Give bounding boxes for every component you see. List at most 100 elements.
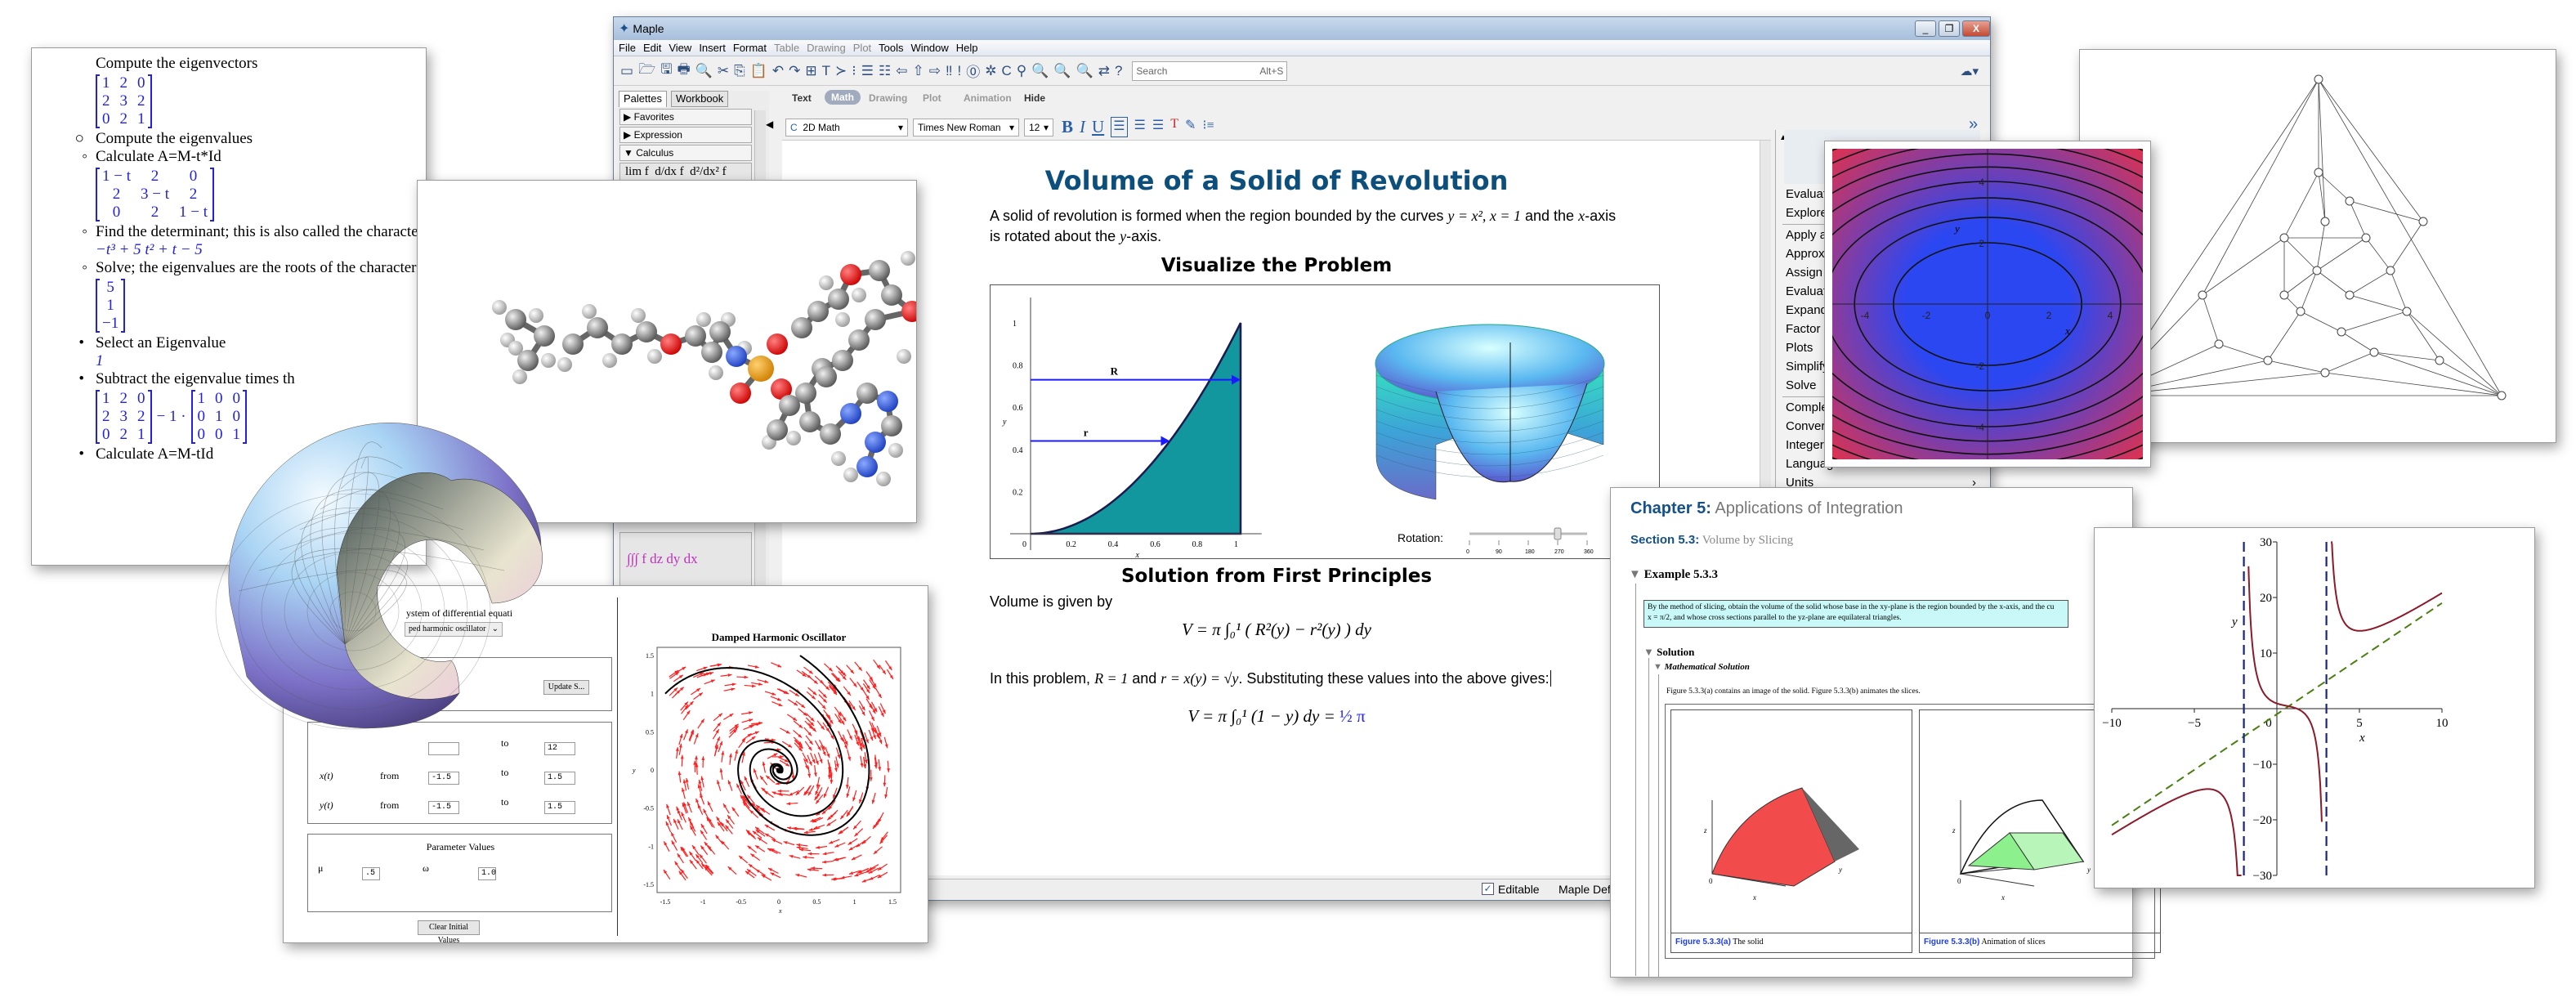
print-icon[interactable]: 🖶 — [677, 61, 691, 77]
highlight-icon[interactable]: ✎ — [1185, 119, 1196, 132]
debug-icon[interactable]: ✲ — [985, 62, 997, 78]
forward-icon[interactable]: ⇨ — [928, 62, 941, 78]
triple-integral-template[interactable]: ∫∫∫ f dz dy dx — [619, 532, 752, 589]
example-heading[interactable]: ▼ Example 5.3.3 — [1629, 568, 1719, 581]
new-document-icon[interactable]: ▭ — [620, 62, 634, 78]
font-size-select[interactable]: 12 ▾ — [1024, 119, 1053, 136]
context-menu-item[interactable]: Explore — [1786, 206, 1827, 220]
text-color-icon[interactable]: T — [1170, 117, 1178, 131]
palette-expression[interactable]: ▶ Expression — [619, 127, 752, 143]
menu-plot[interactable]: Plot — [852, 42, 872, 54]
context-menu-item[interactable]: Units — [1786, 476, 1814, 490]
menu-tools[interactable]: Tools — [879, 42, 904, 54]
menu-file[interactable]: File — [619, 42, 636, 54]
system-select[interactable]: ped harmonic oscillator ⌄ — [405, 622, 503, 637]
cut-icon[interactable]: ✂ — [717, 62, 730, 78]
visualization-plot[interactable]: 0 0.2 0.4 0.6 0.8 1 0.2 0.4 0.6 0.8 1 x y Rr Rotation:… — [990, 284, 1660, 559]
align-center-icon[interactable]: ☰ — [1134, 119, 1146, 132]
context-menu-item[interactable]: Plots — [1786, 341, 1813, 355]
menu-window[interactable]: Window — [910, 42, 949, 54]
expand-context-button[interactable]: » — [1969, 115, 1979, 133]
menu-edit[interactable]: Edit — [642, 42, 662, 54]
restore-button[interactable]: ❐ — [1939, 20, 1960, 37]
document-area[interactable]: Volume of a Solid of Revolution A solid … — [782, 140, 1771, 876]
insert-text-icon[interactable]: T — [821, 62, 831, 78]
insert-prompt-icon[interactable]: ≻ — [835, 62, 847, 78]
parameter-input[interactable]: 1.0 — [478, 867, 496, 880]
execute-all-icon[interactable]: ‼ — [945, 62, 953, 78]
context-menu-item[interactable]: Simplify — [1786, 360, 1829, 374]
open-icon[interactable]: 🗁 — [638, 61, 656, 77]
solution-heading[interactable]: ▼ Solution — [1644, 646, 1695, 658]
tab-hide[interactable]: Hide — [1024, 92, 1046, 104]
tab-drawing[interactable]: Drawing — [869, 92, 908, 104]
solid-of-revolution-3d[interactable] — [1375, 324, 1605, 500]
context-menu-item[interactable]: Evaluate — [1786, 284, 1834, 298]
link-icon[interactable]: ⚲ — [1016, 62, 1027, 78]
second-derivative-template[interactable]: d²/dx² f — [690, 165, 727, 178]
menu-drawing[interactable]: Drawing — [807, 42, 846, 54]
context-menu-item[interactable]: Solve — [1786, 378, 1817, 392]
menu-format[interactable]: Format — [732, 42, 767, 54]
swap-icon[interactable]: ⇄ — [1098, 62, 1110, 78]
underline-button[interactable]: U — [1092, 117, 1105, 136]
restart-icon[interactable]: C — [1001, 62, 1012, 78]
italic-button[interactable]: I — [1080, 117, 1086, 136]
menu-insert[interactable]: Insert — [699, 42, 726, 54]
back-icon[interactable]: ⇦ — [896, 62, 908, 78]
outdent-icon[interactable]: ☷ — [878, 62, 892, 78]
menu-table[interactable]: Table — [774, 42, 800, 54]
context-menu-item[interactable]: Expand — [1786, 303, 1827, 317]
scroll-up-icon[interactable]: ▲ — [1779, 133, 1787, 142]
parameter-input[interactable]: .5 — [362, 867, 380, 880]
math-solution-heading[interactable]: ▼ Mathematical Solution — [1653, 662, 1750, 672]
palette-favorites[interactable]: ▶ Favorites — [619, 109, 752, 125]
figure-b[interactable]: z x y 0 Figure 5.3.3(b) Animation of slices — [1919, 709, 2161, 953]
collapse-palette-arrow-icon[interactable]: ◀ — [766, 119, 774, 130]
editable-checkbox[interactable]: ✓ — [1482, 883, 1494, 895]
copy-icon[interactable]: ⎘ — [734, 62, 745, 78]
save-icon[interactable]: 🖫 — [660, 61, 673, 77]
paste-icon[interactable]: 📋 — [749, 62, 767, 78]
update-button[interactable]: Update S... — [543, 680, 589, 695]
palette-calculus[interactable]: ▼ Calculus — [619, 145, 752, 161]
execute-icon[interactable]: ! — [957, 62, 962, 78]
context-menu-item[interactable]: Factor — [1786, 322, 1821, 336]
figure-a[interactable]: z x y 0 Figure 5.3.3(a) The solid — [1670, 709, 1912, 953]
help-icon[interactable]: ? — [1114, 62, 1123, 78]
search-input[interactable]: Search Alt+S — [1132, 60, 1288, 81]
contour-plot[interactable]: -4 -2 0 2 4 4 2 -2 -4 x y — [1824, 141, 2151, 468]
print-preview-icon[interactable]: 🔍 — [695, 62, 713, 78]
zoom-normal-icon[interactable]: 🔍 — [1053, 62, 1071, 78]
zoom-in-icon[interactable]: 🔍 — [1031, 62, 1049, 78]
bold-button[interactable]: B — [1062, 117, 1074, 136]
font-select[interactable]: Times New Roman ▾ — [913, 119, 1019, 136]
clear-initial-values-button[interactable]: Clear Initial Values — [418, 920, 480, 945]
minimize-button[interactable]: _ — [1915, 20, 1936, 37]
range-to-input[interactable]: 1.5 — [544, 801, 575, 814]
rotation-slider-thumb[interactable] — [1554, 527, 1562, 540]
close-button[interactable]: X — [1962, 20, 1990, 37]
tab-math[interactable]: Math — [825, 90, 861, 105]
range-to-input[interactable]: 1.5 — [544, 772, 575, 785]
tab-palettes[interactable]: Palettes — [619, 91, 667, 107]
derivative-template[interactable]: d/dx f — [655, 165, 684, 178]
style-select[interactable]: C 2D Math ▾ — [785, 119, 908, 136]
home-icon[interactable]: ⇧ — [912, 62, 924, 78]
tab-animation[interactable]: Animation — [964, 92, 1012, 104]
bullet-list-icon[interactable]: ⁝≡ — [1202, 119, 1214, 132]
zoom-out-icon[interactable]: 🔍 — [1076, 62, 1093, 78]
text-mode-icon[interactable]: ⊞ — [805, 62, 817, 78]
tab-workbook[interactable]: Workbook — [671, 91, 729, 107]
rational-function-plot[interactable]: −10 −5 0 5 10 30 20 10 −10 −20 −30 x y — [2094, 527, 2535, 888]
stop-icon[interactable]: ⓪ — [966, 65, 981, 80]
range-from-input[interactable]: -1.5 — [428, 772, 459, 785]
redo-icon[interactable]: ↷ — [789, 62, 801, 78]
range-from-input[interactable] — [428, 742, 459, 755]
execution-group-icon[interactable]: ⁝ — [852, 62, 856, 78]
indent-icon[interactable]: ☰ — [861, 62, 874, 78]
menu-help[interactable]: Help — [955, 42, 978, 54]
menu-view[interactable]: View — [669, 42, 692, 54]
tab-text[interactable]: Text — [792, 92, 812, 104]
undo-icon[interactable]: ↶ — [771, 62, 785, 78]
